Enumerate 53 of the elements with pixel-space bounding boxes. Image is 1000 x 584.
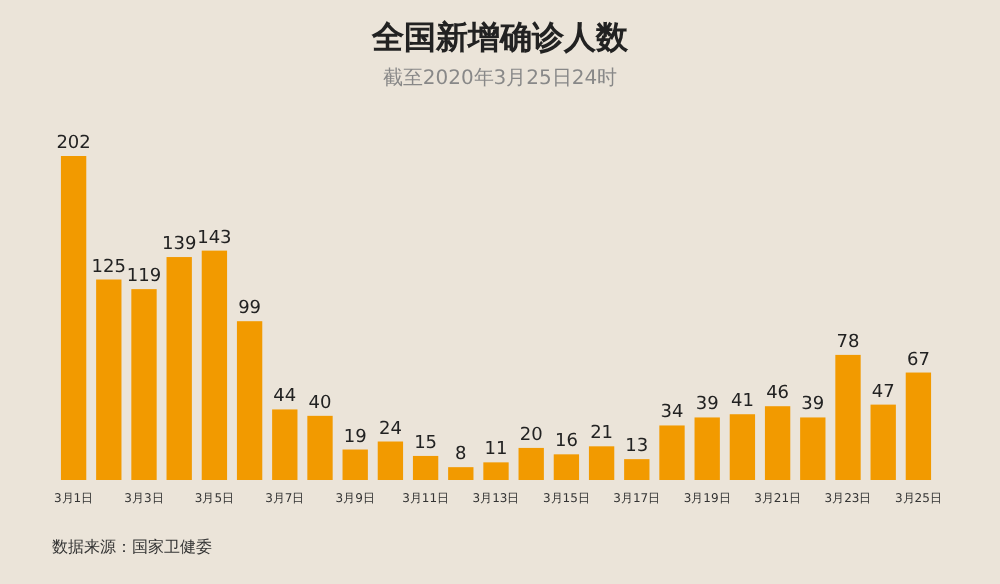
bar — [201, 250, 228, 480]
bar — [800, 417, 826, 480]
bar — [236, 321, 263, 480]
data-label: 125 — [91, 257, 126, 278]
data-label: 47 — [871, 382, 895, 403]
bar — [131, 289, 157, 480]
data-label: 34 — [660, 403, 684, 424]
bar — [835, 354, 861, 480]
data-label: 11 — [484, 440, 508, 461]
data-label: 13 — [625, 437, 649, 458]
data-label: 119 — [126, 267, 162, 288]
bar — [905, 372, 932, 480]
source-note: 数据来源：国家卫健委 — [52, 538, 212, 556]
bar — [272, 409, 298, 480]
data-label: 78 — [836, 332, 860, 353]
data-label: 202 — [56, 134, 91, 154]
data-label: 139 — [162, 235, 197, 256]
data-label: 19 — [343, 427, 368, 448]
bar — [96, 279, 122, 480]
data-label: 46 — [766, 384, 790, 405]
bar — [588, 446, 615, 480]
chart-title: 全国新增确诊人数 — [370, 18, 630, 56]
bar — [694, 417, 720, 480]
bar — [518, 447, 544, 480]
bar — [553, 454, 580, 480]
bar — [412, 455, 439, 480]
bar — [483, 462, 509, 480]
data-label: 39 — [801, 395, 825, 416]
data-label: 44 — [273, 387, 297, 408]
chart-subtitle: 截至2020年3月25日24时 — [382, 66, 618, 90]
data-label: 40 — [308, 393, 332, 414]
bar — [166, 257, 192, 480]
bar — [659, 425, 685, 480]
data-label: 16 — [554, 432, 579, 453]
bar — [448, 467, 474, 480]
data-label: 24 — [378, 419, 403, 440]
bar — [870, 404, 896, 480]
data-label: 67 — [906, 350, 930, 371]
data-label: 39 — [695, 395, 720, 416]
data-label: 20 — [519, 425, 544, 446]
data-label: 15 — [414, 433, 438, 454]
data-label: 21 — [590, 424, 614, 445]
bar — [377, 441, 404, 480]
bar — [307, 415, 333, 480]
bar — [60, 156, 87, 480]
data-label: 8 — [455, 445, 468, 466]
data-label: 41 — [730, 392, 754, 413]
bar — [764, 406, 791, 480]
bar — [624, 459, 650, 480]
data-label: 99 — [238, 299, 262, 320]
bar — [342, 449, 368, 480]
data-label: 143 — [197, 228, 232, 249]
bar — [729, 414, 756, 480]
